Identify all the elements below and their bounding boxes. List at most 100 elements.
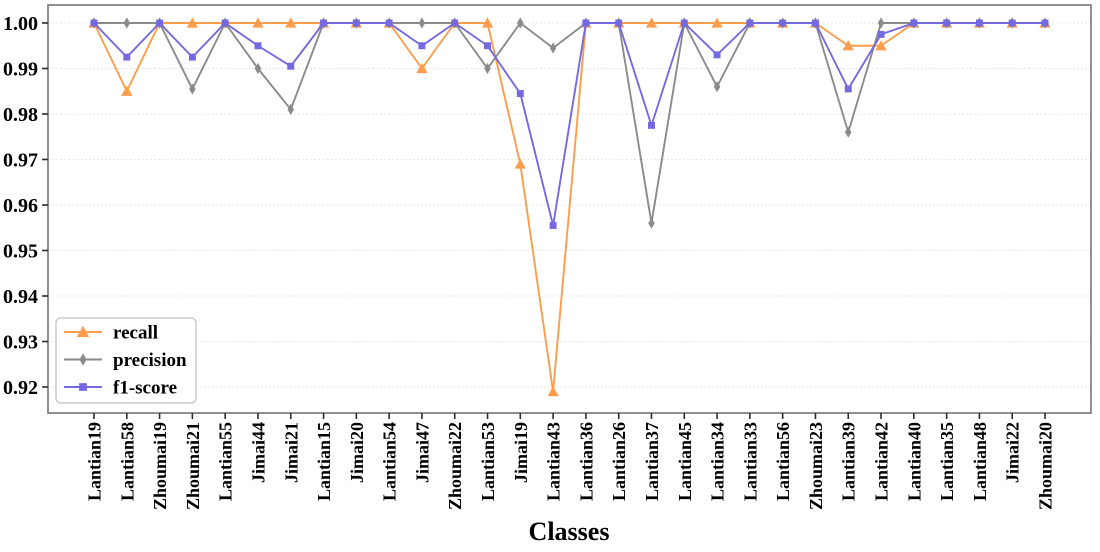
x-tick-label-lantian43: Lantian43 bbox=[544, 422, 564, 501]
series-recall-marker bbox=[481, 17, 494, 28]
x-tick-label-jimai19: Jimai19 bbox=[511, 422, 531, 483]
x-tick-label-zhoumai23: Zhoumai23 bbox=[806, 422, 826, 510]
legend-box bbox=[55, 317, 197, 404]
plot-area: 1.00 0.99 0.98 0.97 0.96 0.95 0.94 0.93 0.92 Lant… bbox=[3, 4, 1092, 510]
x-tick-label-lantian48: Lantian48 bbox=[970, 422, 990, 501]
series-recall-marker bbox=[121, 85, 133, 96]
series-precision-marker bbox=[517, 17, 524, 29]
legend-label-precision: precision bbox=[113, 350, 187, 371]
x-tick-label-lantian15: Lantian15 bbox=[314, 422, 334, 501]
series-precision-marker bbox=[484, 62, 491, 75]
series-f1-score-line bbox=[93, 22, 1045, 227]
y-tick-label: 0.99 bbox=[3, 59, 38, 81]
y-tick-label: 0.94 bbox=[3, 286, 38, 308]
series-f1-score-marker bbox=[943, 19, 951, 27]
x-tick-label-lantian53: Lantian53 bbox=[478, 422, 498, 501]
series-f1-score-marker bbox=[975, 19, 983, 27]
series-f1-score-marker bbox=[844, 85, 852, 93]
series-precision-marker bbox=[123, 17, 131, 29]
x-tick-label-lantian45: Lantian45 bbox=[675, 422, 695, 501]
series-f1-score-marker bbox=[90, 19, 98, 27]
series-f1-score-marker bbox=[156, 19, 164, 27]
x-tick-label-jimai47: Jimai47 bbox=[412, 422, 432, 483]
x-tick-label-lantian40: Lantian40 bbox=[904, 422, 924, 501]
series-f1-score-marker bbox=[451, 19, 459, 27]
series-f1-score-marker bbox=[320, 19, 328, 27]
y-tick-label: 0.96 bbox=[3, 195, 38, 217]
series-f1-score-marker bbox=[811, 19, 819, 27]
series-recall-marker bbox=[547, 385, 559, 397]
x-tick-label-lantian39: Lantian39 bbox=[839, 422, 859, 501]
series-recall-marker bbox=[186, 17, 198, 28]
x-tick-label-lantian42: Lantian42 bbox=[872, 422, 892, 501]
series-precision-marker bbox=[189, 83, 196, 95]
series-f1-score-marker bbox=[680, 19, 688, 27]
series-f1-score-marker bbox=[221, 19, 229, 27]
legend-item-f1-score: f1-score bbox=[64, 378, 177, 399]
legend-item-recall: recall bbox=[64, 323, 158, 344]
series-recall-marker bbox=[514, 158, 526, 169]
x-tick-label-lantian56: Lantian56 bbox=[773, 422, 793, 501]
y-tick-label: 0.95 bbox=[3, 241, 38, 263]
series-recall-marker bbox=[416, 62, 428, 74]
series-f1-score-marker bbox=[877, 30, 885, 38]
series-recall-marker bbox=[285, 17, 297, 28]
series-precision-marker bbox=[713, 81, 721, 93]
x-tick-label-lantian19: Lantian19 bbox=[85, 422, 105, 501]
series-f1-score-marker bbox=[713, 51, 721, 59]
y-tick-label: 0.98 bbox=[3, 104, 38, 126]
legend-item-precision: precision bbox=[64, 350, 187, 371]
x-tick-label-zhoumai22: Zhoumai22 bbox=[445, 422, 465, 510]
series-precision-marker bbox=[418, 17, 426, 29]
series-precision-marker bbox=[254, 62, 262, 75]
x-tick-label-lantian33: Lantian33 bbox=[740, 422, 760, 501]
x-tick-label-lantian36: Lantian36 bbox=[576, 422, 596, 501]
series-recall-marker bbox=[645, 17, 658, 28]
series-f1-score-markers bbox=[90, 19, 1049, 229]
series-f1-score-marker bbox=[549, 222, 557, 229]
series-recall-marker bbox=[252, 17, 264, 28]
x-axis-title: Classes bbox=[529, 517, 610, 546]
series-f1-score-marker bbox=[1008, 19, 1016, 27]
series-f1-score-marker bbox=[254, 42, 262, 50]
series-precision-line bbox=[94, 22, 1045, 225]
x-tick-label-jimai20: Jimai20 bbox=[347, 422, 367, 483]
series-precision-marker bbox=[287, 103, 295, 116]
y-tick-label: 0.97 bbox=[3, 150, 38, 172]
x-tick-label-lantian34: Lantian34 bbox=[708, 422, 728, 501]
series-precision-marker bbox=[549, 42, 557, 54]
legend-label-f1-score: f1-score bbox=[113, 378, 177, 399]
x-tick-label-lantian54: Lantian54 bbox=[380, 422, 400, 501]
series-f1-score-marker bbox=[582, 19, 590, 27]
x-tick-label-lantian26: Lantian26 bbox=[609, 422, 629, 501]
legend: recall precision f1-score bbox=[55, 317, 197, 404]
series-precision-marker bbox=[648, 217, 655, 229]
series-recall-marker bbox=[875, 40, 887, 51]
x-tick-label-lantian37: Lantian37 bbox=[642, 422, 662, 501]
series-f1-score-marker bbox=[516, 90, 524, 97]
legend-triangle-icon bbox=[76, 325, 90, 338]
legend-label-recall: recall bbox=[113, 323, 158, 344]
x-tick-label-zhoumai20: Zhoumai20 bbox=[1036, 422, 1056, 510]
series-precision-marker bbox=[844, 126, 852, 138]
series-f1-score-marker bbox=[1041, 19, 1049, 27]
series-recall-line bbox=[93, 22, 1045, 393]
y-tick-label: 0.93 bbox=[3, 332, 38, 354]
series-f1-score-marker bbox=[385, 19, 393, 27]
x-tick-label-jimai21: Jimai21 bbox=[281, 422, 301, 483]
x-tick-label-jimai22: Jimai22 bbox=[1003, 422, 1023, 483]
series-f1-score-marker bbox=[418, 42, 426, 50]
x-tick-label-zhoumai19: Zhoumai19 bbox=[150, 422, 170, 510]
y-tick-label: 0.92 bbox=[3, 377, 38, 399]
series-recall-marker bbox=[842, 40, 854, 51]
x-tick-label-jimai44: Jimai44 bbox=[248, 422, 268, 483]
y-tick-label: 1.00 bbox=[3, 13, 38, 35]
series-f1-score-marker bbox=[648, 121, 655, 129]
series-f1-score-marker bbox=[484, 42, 491, 50]
legend-square-icon bbox=[79, 383, 87, 391]
series-f1-score-marker bbox=[188, 53, 196, 61]
series-f1-score-marker bbox=[123, 53, 131, 61]
x-tick-label-lantian58: Lantian58 bbox=[117, 422, 137, 501]
